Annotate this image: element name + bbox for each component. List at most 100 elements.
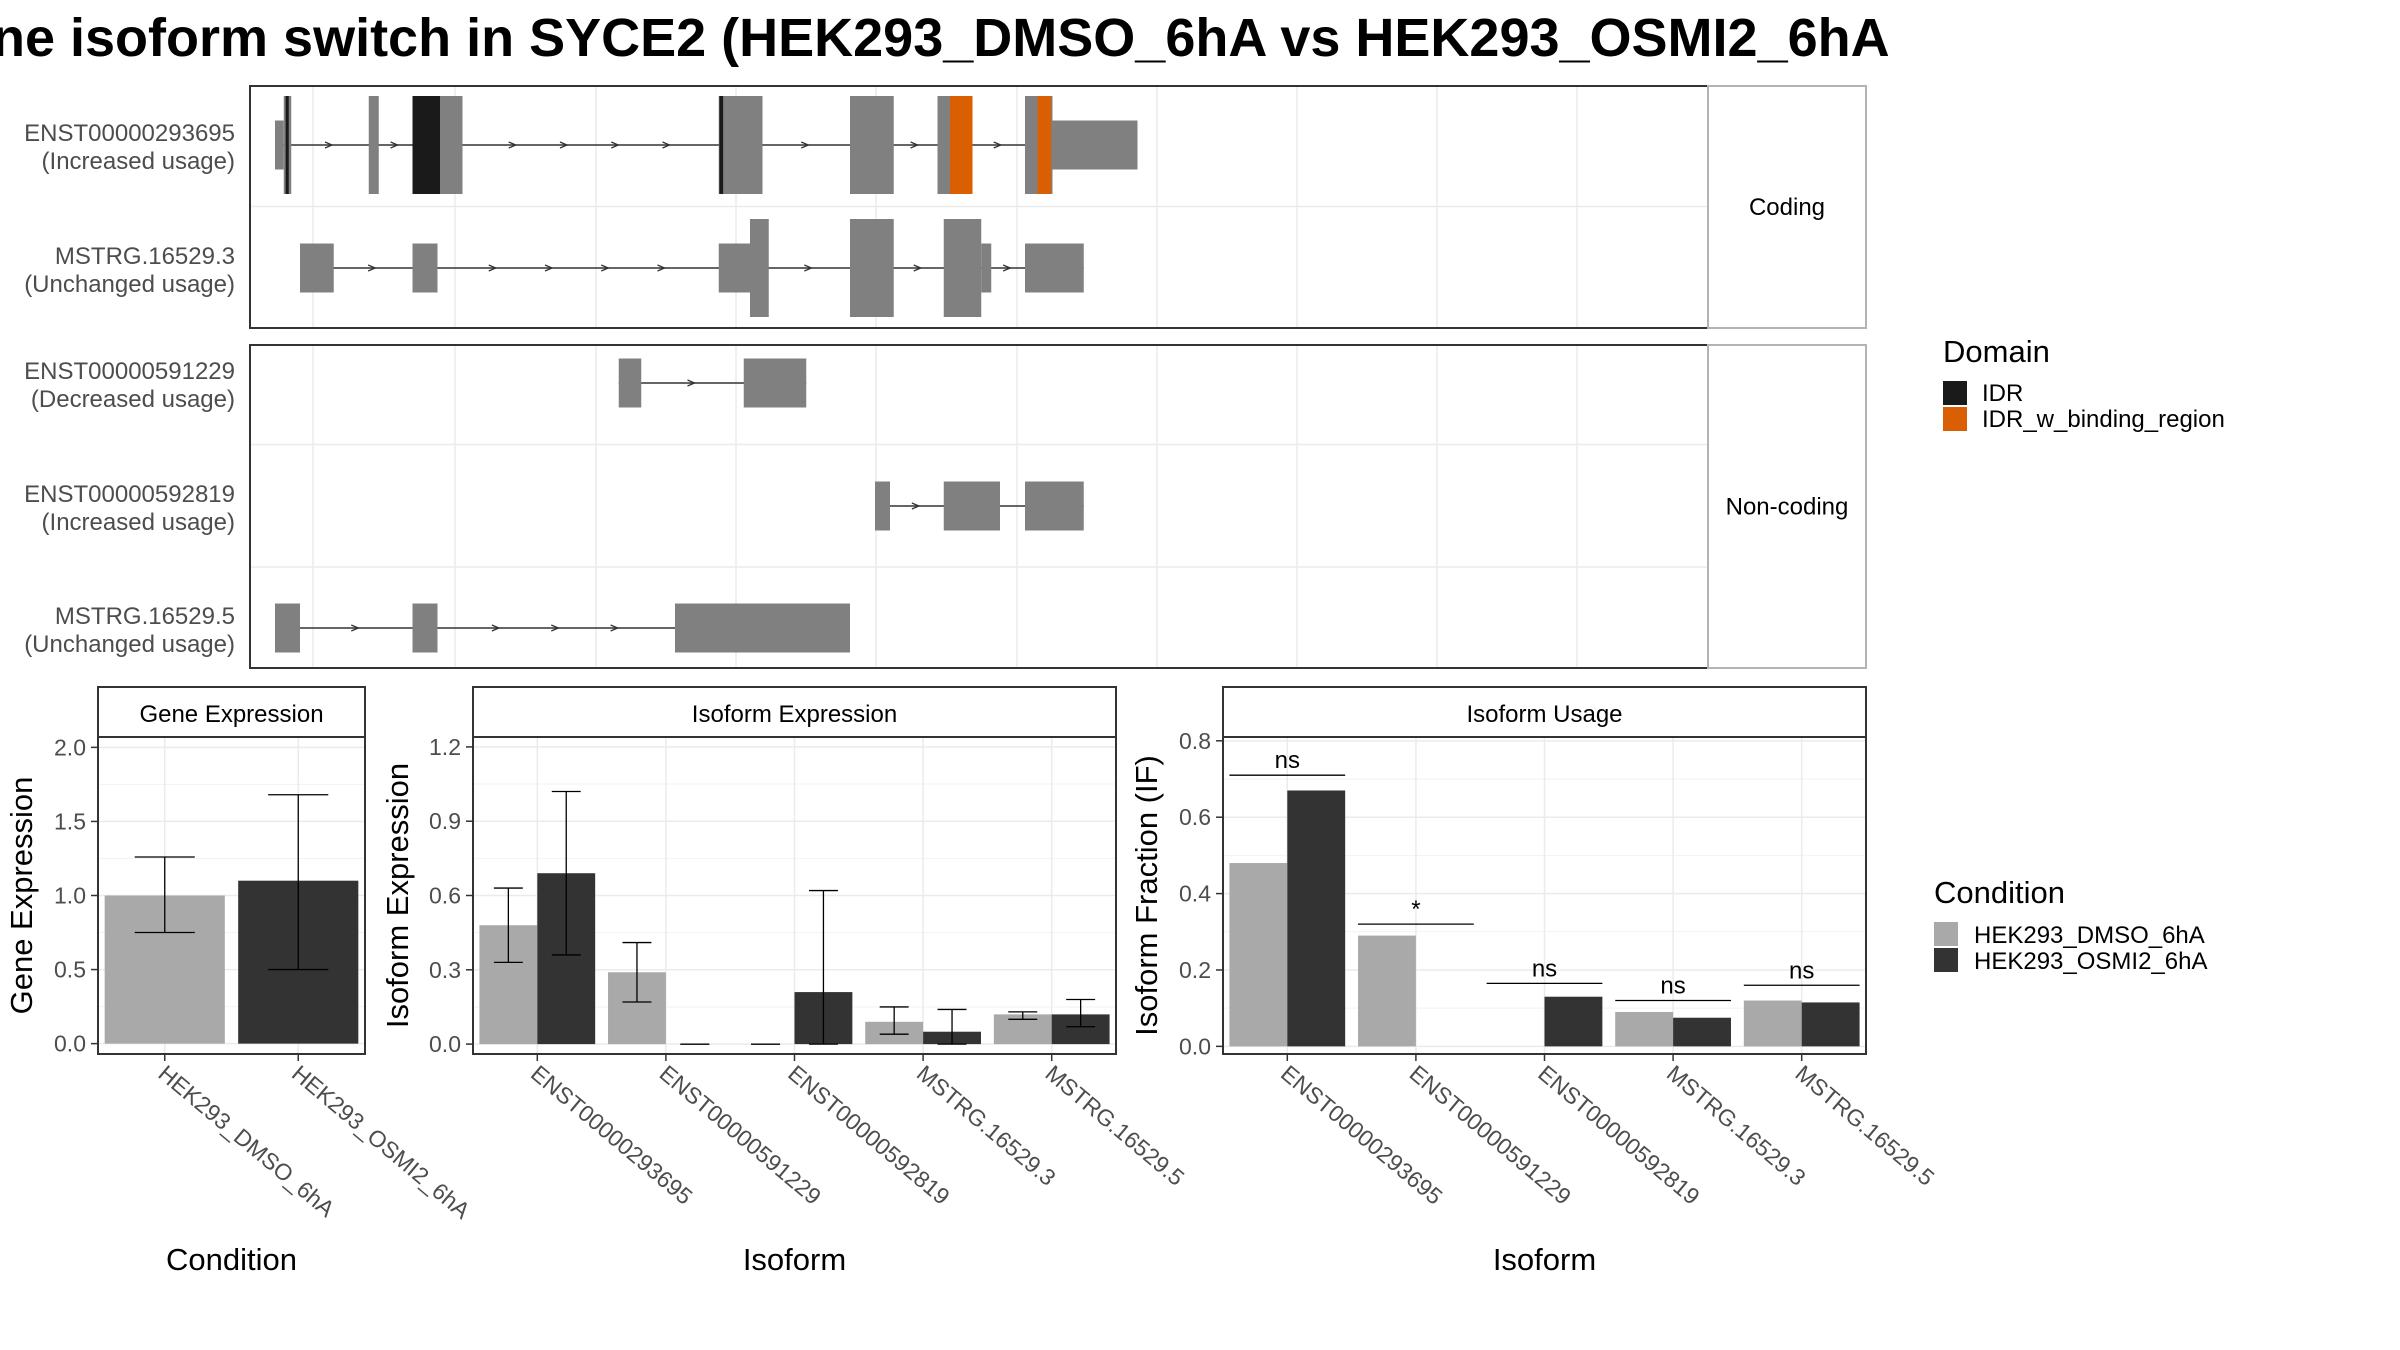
- bar: [1743, 1000, 1802, 1047]
- significance-label: *: [1411, 896, 1420, 923]
- y-tick-label: 0.9: [429, 808, 461, 834]
- legend-label: IDR: [1982, 380, 2023, 407]
- direction-arrow: [559, 141, 569, 149]
- legend-label: HEK293_OSMI2_6hA: [1974, 948, 2207, 975]
- significance-label: ns: [1275, 747, 1300, 774]
- bar: [1615, 1011, 1674, 1047]
- panel-strip: [1707, 85, 1867, 329]
- y-tick-label: 0.0: [54, 1031, 86, 1057]
- panel-strip-label: Non-coding: [1726, 494, 1849, 521]
- exon: [368, 96, 379, 194]
- significance-label: ns: [1532, 955, 1557, 982]
- bar: [1229, 863, 1288, 1047]
- chart-border: [97, 736, 366, 1055]
- bar: [1673, 1017, 1731, 1047]
- condition-legend-title: Condition: [1934, 875, 2065, 910]
- exon: [875, 481, 890, 531]
- chart-title: Gene Expression: [139, 701, 323, 728]
- exon: [743, 358, 807, 408]
- legend-label: HEK293_DMSO_6hA: [1974, 922, 2205, 949]
- direction-arrow: [544, 264, 554, 272]
- direction-arrow: [910, 141, 920, 149]
- transcript-usage-label: (Decreased usage): [31, 386, 235, 413]
- legend-key-HEK293_DMSO_6hA: [1934, 922, 1958, 946]
- chart-title: Isoform Expression: [692, 701, 897, 728]
- exon: [850, 96, 894, 194]
- chart-1: Isoform Expression0.00.30.60.91.2ENST000…: [380, 686, 1189, 1277]
- exon: [725, 96, 763, 194]
- direction-arrow: [687, 379, 697, 387]
- significance-label: ns: [1660, 973, 1685, 1000]
- y-axis-title: Isoform Expression: [380, 763, 415, 1028]
- figure-title: ne isoform switch in SYCE2 (HEK293_DMSO_…: [0, 8, 1890, 68]
- bar: [1801, 1002, 1860, 1047]
- y-tick-label: 0.4: [1179, 881, 1211, 907]
- legend-key-HEK293_OSMI2_6hA: [1934, 948, 1958, 972]
- direction-arrow: [367, 264, 377, 272]
- x-tick-label: MSTRG.16529.3: [912, 1060, 1061, 1191]
- panel-strip: [1707, 344, 1867, 669]
- legend-key-IDR_w_binding_region: [1943, 407, 1967, 431]
- transcript-usage-label: (Unchanged usage): [24, 631, 235, 658]
- direction-arrow: [913, 264, 923, 272]
- x-tick-label: MSTRG.16529.5: [1790, 1060, 1939, 1191]
- bar: [1544, 996, 1603, 1047]
- transcript-ENST00000293695: ENST00000293695(Increased usage): [24, 96, 1138, 194]
- structure-panel-1: ENST00000591229(Decreased usage)ENST0000…: [24, 344, 1867, 669]
- transcript-usage-label: (Unchanged usage): [24, 271, 235, 298]
- y-tick-label: 1.2: [429, 734, 461, 760]
- y-tick-label: 1.5: [54, 808, 86, 834]
- chart-2: Isoform Usage0.00.20.40.60.8ns*nsnsnsENS…: [1129, 686, 1939, 1277]
- direction-arrow: [491, 624, 501, 632]
- transcript-id-label: MSTRG.16529.3: [55, 243, 235, 270]
- exon: [412, 243, 438, 293]
- exon: [618, 358, 642, 408]
- y-tick-label: 0.3: [429, 957, 461, 983]
- y-tick-label: 1.0: [54, 883, 86, 909]
- y-axis-title: Gene Expression: [4, 777, 39, 1015]
- direction-arrow: [610, 141, 620, 149]
- y-tick-label: 0.6: [429, 883, 461, 909]
- domain-legend-title: Domain: [1943, 334, 2050, 369]
- direction-arrow: [390, 141, 400, 149]
- transcript-ENST00000592819: ENST00000592819(Increased usage): [24, 481, 1084, 536]
- direction-arrow: [911, 502, 921, 510]
- exon: [300, 243, 334, 293]
- direction-arrow: [993, 141, 1003, 149]
- y-tick-label: 2.0: [54, 734, 86, 760]
- exon: [1052, 120, 1138, 170]
- exon: [750, 219, 769, 317]
- transcript-usage-label: (Increased usage): [42, 148, 235, 175]
- direction-arrow: [324, 141, 334, 149]
- chart-strip: [1222, 686, 1867, 738]
- transcript-usage-label: (Increased usage): [42, 509, 235, 536]
- direction-arrow: [600, 264, 610, 272]
- transcript-ENST00000591229: ENST00000591229(Decreased usage): [24, 358, 807, 413]
- x-axis-title: Condition: [166, 1242, 297, 1277]
- domain-IDR_w_binding_region: [950, 96, 973, 194]
- direction-arrow: [657, 264, 667, 272]
- direction-arrow: [800, 141, 810, 149]
- y-tick-label: 0.2: [1179, 957, 1211, 983]
- exon: [981, 243, 992, 293]
- y-tick-label: 0.8: [1179, 728, 1211, 754]
- y-tick-label: 0.5: [54, 957, 86, 983]
- exon: [850, 219, 894, 317]
- structure-panel-0: ENST00000293695(Increased usage) MSTRG.16…: [24, 85, 1867, 329]
- transcript-id-label: ENST00000591229: [24, 358, 235, 385]
- transcript-id-label: ENST00000592819: [24, 481, 235, 508]
- domain-IDR: [412, 96, 440, 194]
- direction-arrow: [662, 141, 672, 149]
- y-axis-title: Isoform Fraction (IF): [1129, 755, 1164, 1036]
- bar-charts: Gene Expression0.00.51.01.52.0HEK293_DMS…: [4, 686, 1939, 1277]
- x-tick-label: MSTRG.16529.3: [1662, 1060, 1811, 1191]
- legend-key-IDR: [1943, 381, 1967, 405]
- bar: [1358, 935, 1416, 1047]
- exon: [718, 243, 750, 293]
- exon: [275, 120, 284, 170]
